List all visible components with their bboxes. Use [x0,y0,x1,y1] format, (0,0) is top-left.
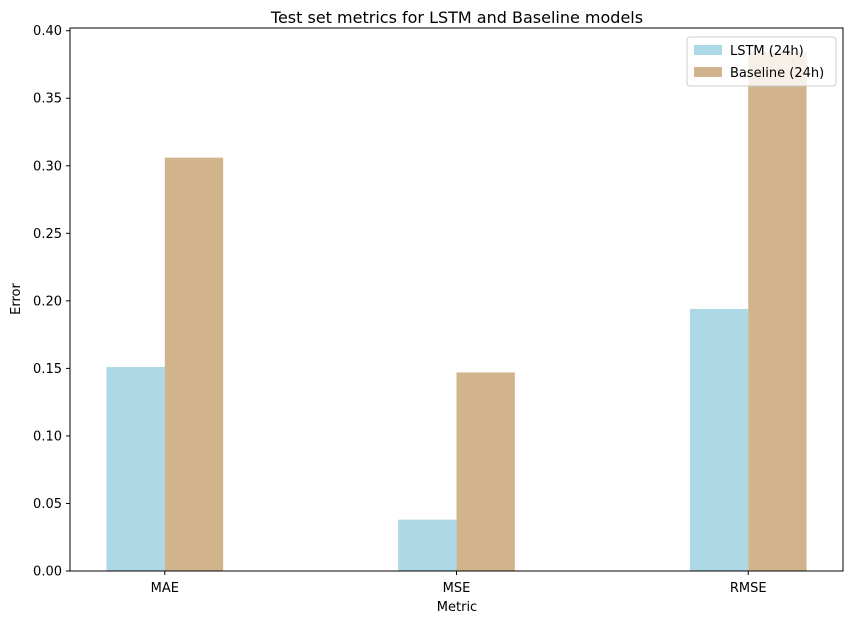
legend-swatch [694,67,722,77]
x-tick-label: MSE [443,581,471,596]
bar-baseline-24h-mae [164,157,224,572]
legend-label: Baseline (24h) [730,66,824,81]
bar-baseline-24h-mse [456,372,515,571]
legend-swatch [694,45,722,55]
bar-lstm-24h-mae [106,367,165,571]
y-tick-label: 0.05 [33,497,62,512]
legend-label: LSTM (24h) [730,44,804,59]
x-tick-label: RMSE [730,581,767,596]
chart-title: Test set metrics for LSTM and Baseline m… [270,8,643,27]
bar-baseline-24h-rmse [748,52,807,572]
bar-lstm-24h-mse [398,519,457,571]
x-tick-label: MAE [151,581,179,596]
y-tick-label: 0.35 [33,92,62,107]
y-tick-label: 0.30 [33,159,62,174]
y-tick-label: 0.15 [33,362,62,377]
y-tick-label: 0.40 [33,24,62,39]
legend-box [686,36,837,87]
y-tick-label: 0.20 [33,294,62,309]
y-axis: 0.00 0.05 0.10 0.15 0.20 0.25 0.30 0.35 0.40 [33,24,70,580]
x-axis-label: Metric [437,600,477,615]
plot-frame [69,27,844,572]
y-tick-label: 0.00 [33,565,62,580]
y-axis-label: Error [9,283,24,315]
y-tick-label: 0.10 [33,429,62,444]
x-axis: MAE MSE RMSE [151,571,767,596]
bars-group [106,52,807,572]
legend: LSTM (24h) Baseline (24h) [686,36,837,87]
bar-lstm-24h-rmse [689,308,749,571]
y-tick-label: 0.25 [33,227,62,242]
